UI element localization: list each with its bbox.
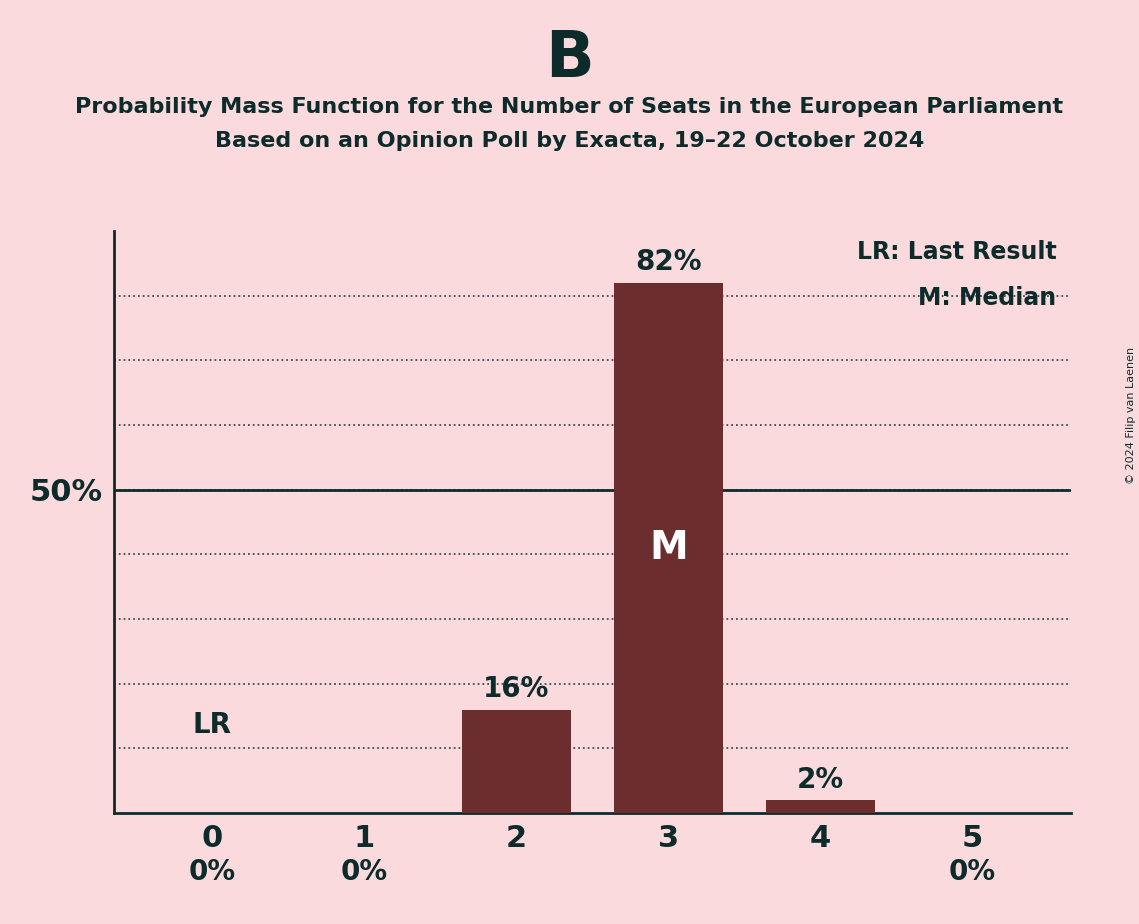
- Bar: [765, 800, 875, 813]
- Text: 2%: 2%: [797, 766, 844, 794]
- Bar: [461, 710, 571, 813]
- Text: 0%: 0%: [949, 858, 995, 886]
- Text: 16%: 16%: [483, 675, 549, 703]
- Text: Based on an Opinion Poll by Exacta, 19–22 October 2024: Based on an Opinion Poll by Exacta, 19–2…: [215, 131, 924, 152]
- Text: Probability Mass Function for the Number of Seats in the European Parliament: Probability Mass Function for the Number…: [75, 97, 1064, 117]
- Text: 0%: 0%: [189, 858, 236, 886]
- Text: LR: Last Result: LR: Last Result: [857, 239, 1056, 263]
- Text: M: Median: M: Median: [918, 286, 1056, 310]
- Text: B: B: [546, 28, 593, 90]
- Text: © 2024 Filip van Laenen: © 2024 Filip van Laenen: [1126, 347, 1136, 484]
- Text: LR: LR: [192, 711, 231, 739]
- Text: M: M: [649, 529, 688, 567]
- Text: 0%: 0%: [341, 858, 387, 886]
- Text: 82%: 82%: [636, 249, 702, 276]
- Bar: [614, 283, 723, 813]
